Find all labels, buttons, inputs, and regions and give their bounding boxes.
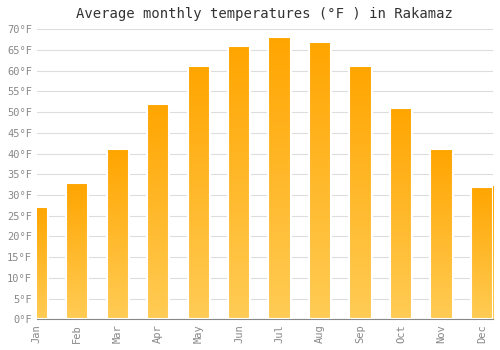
Bar: [430, 149, 452, 320]
Bar: [309, 42, 331, 320]
Bar: [350, 66, 372, 320]
Bar: [268, 37, 290, 320]
Bar: [147, 104, 170, 320]
Title: Average monthly temperatures (°F ) in Rakamaz: Average monthly temperatures (°F ) in Ra…: [76, 7, 454, 21]
Bar: [471, 187, 493, 320]
Bar: [228, 46, 250, 320]
Bar: [188, 66, 210, 320]
Bar: [106, 149, 129, 320]
Bar: [390, 108, 412, 320]
Bar: [26, 208, 48, 320]
Bar: [66, 183, 88, 320]
